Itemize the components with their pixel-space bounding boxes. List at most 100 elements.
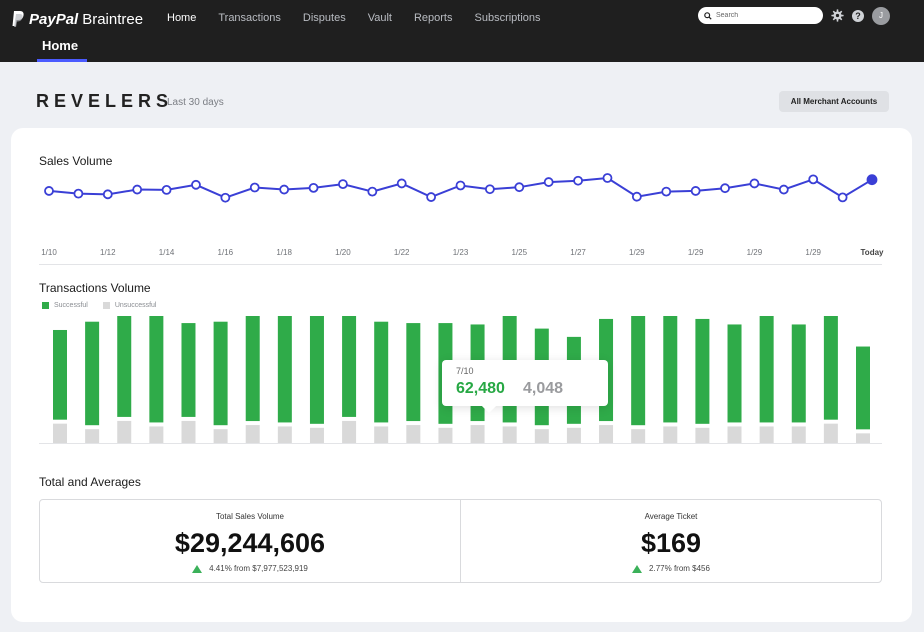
bar-unsuccessful[interactable] [53,423,67,443]
gear-icon[interactable] [831,9,844,22]
sales-volume-point[interactable] [720,183,730,194]
bar-successful[interactable] [759,316,774,423]
sales-volume-point[interactable] [543,177,554,187]
search-box[interactable] [698,7,823,24]
sales-volume-point[interactable] [661,186,672,197]
bar-unsuccessful[interactable] [759,426,774,443]
bar-unsuccessful[interactable] [342,420,357,443]
total-sales-value: $29,244,606 [174,528,326,558]
sales-volume-point[interactable] [191,179,201,190]
sales-volume-point[interactable] [484,184,495,195]
bar-successful[interactable] [277,316,292,423]
bar-successful[interactable] [374,321,389,423]
bar-successful[interactable] [663,316,678,423]
sales-volume-point[interactable] [690,186,701,196]
bar-successful[interactable] [85,321,100,426]
bar-successful[interactable] [149,316,164,423]
sales-volume-point[interactable] [132,184,143,195]
sales-volume-point[interactable] [367,186,378,197]
bar-unsuccessful[interactable] [599,425,614,443]
nav-vault[interactable]: Vault [367,12,392,24]
search-input[interactable] [716,12,811,19]
bar-unsuccessful[interactable] [502,426,517,443]
nav-reports[interactable]: Reports [413,12,453,24]
paypal-braintree-logo[interactable]: PayPal Braintree [11,9,143,29]
bar-unsuccessful[interactable] [181,420,196,443]
x-axis-tick-label: 1/18 [276,248,292,257]
nav-transactions[interactable]: Transactions [218,12,281,24]
bar-successful[interactable] [53,329,67,420]
bar-successful[interactable] [631,316,646,426]
bar-unsuccessful[interactable] [374,426,389,443]
sales-volume-point[interactable] [102,189,113,200]
top-navigation-bar: PayPal Braintree Home Transactions Dispu… [0,0,924,62]
sales-volume-point[interactable] [573,175,583,186]
transactions-legend: Successful Unsuccessful [42,302,172,309]
bar-unsuccessful[interactable] [213,429,228,443]
bar-unsuccessful[interactable] [277,426,292,443]
user-avatar[interactable]: J [872,7,890,25]
nav-subscriptions[interactable]: Subscriptions [474,12,541,24]
bar-successful[interactable] [727,324,742,423]
sales-volume-point[interactable] [73,188,84,199]
sales-volume-point[interactable] [631,191,642,202]
bar-successful[interactable] [213,321,228,426]
bar-unsuccessful[interactable] [663,426,678,443]
bar-unsuccessful[interactable] [470,425,485,443]
sales-volume-point[interactable] [220,192,231,203]
bar-unsuccessful[interactable] [534,429,549,443]
bar-unsuccessful[interactable] [727,426,742,443]
x-axis-tick-label: Today [860,248,884,257]
sales-volume-point[interactable] [161,185,172,195]
totals-panel: Total Sales Volume $29,244,606 4.41% fro… [39,499,882,583]
bar-successful[interactable] [342,316,357,417]
bar-unsuccessful[interactable] [85,429,100,443]
bar-unsuccessful[interactable] [791,426,806,443]
bar-unsuccessful[interactable] [438,427,453,443]
sales-volume-point[interactable] [602,173,613,183]
bar-successful[interactable] [856,346,870,430]
bar-unsuccessful[interactable] [117,420,132,443]
sales-volume-point[interactable] [778,184,789,195]
bar-unsuccessful[interactable] [149,426,164,443]
bar-unsuccessful[interactable] [695,427,710,443]
bar-successful[interactable] [823,316,838,420]
sales-volume-point[interactable] [396,178,407,189]
sales-volume-point[interactable] [44,186,54,196]
sales-volume-point[interactable] [338,179,348,190]
x-axis-tick-label: 1/22 [393,248,410,257]
sales-volume-point[interactable] [279,184,290,195]
bar-successful[interactable] [695,318,710,424]
bar-tooltip: 7/10 62,480 4,048 [442,360,608,414]
bar-unsuccessful[interactable] [566,427,581,443]
bar-unsuccessful[interactable] [823,423,838,443]
bar-unsuccessful[interactable] [245,425,260,443]
nav-disputes[interactable]: Disputes [302,12,346,24]
sales-volume-title: Sales Volume [39,154,113,168]
subnav-tab-home[interactable]: Home [37,38,87,62]
transactions-volume-chart [39,316,882,444]
bar-successful[interactable] [181,323,196,417]
bar-successful[interactable] [791,324,806,423]
bar-unsuccessful[interactable] [631,429,646,443]
sales-volume-point[interactable] [426,192,437,202]
sales-volume-point[interactable] [308,182,319,193]
sales-volume-point[interactable] [249,182,260,193]
bar-successful[interactable] [406,323,421,422]
help-icon[interactable]: ? [852,10,864,22]
sales-volume-point[interactable] [808,174,819,185]
sales-volume-point[interactable] [749,178,760,189]
bar-unsuccessful[interactable] [406,425,421,443]
sales-volume-point[interactable] [514,182,525,193]
x-axis-tick-label: 1/20 [335,248,351,257]
bar-successful[interactable] [117,316,132,417]
bar-successful[interactable] [245,316,260,422]
nav-home[interactable]: Home [167,12,197,24]
sales-volume-point[interactable] [837,192,848,203]
merchant-accounts-button[interactable]: All Merchant Accounts [779,91,889,112]
sales-volume-point[interactable] [455,180,466,191]
bar-unsuccessful[interactable] [309,427,324,443]
sales-volume-point[interactable] [866,174,878,186]
bar-unsuccessful[interactable] [856,433,870,443]
bar-successful[interactable] [309,316,324,424]
